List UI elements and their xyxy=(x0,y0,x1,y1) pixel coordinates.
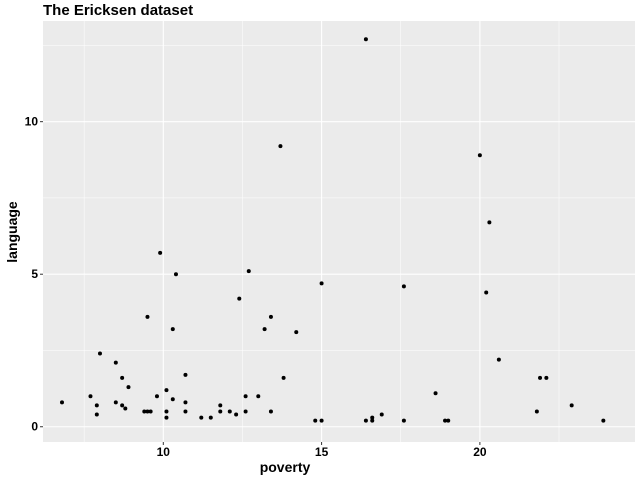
data-points xyxy=(59,37,606,423)
x-axis-ticks: 10 15 20 xyxy=(157,442,487,459)
x-tick-label: 15 xyxy=(315,445,329,459)
data-point xyxy=(487,220,492,225)
data-point xyxy=(227,409,232,414)
data-point xyxy=(183,372,188,377)
data-point xyxy=(443,418,448,423)
data-point xyxy=(243,394,248,399)
data-point xyxy=(173,272,178,277)
data-point xyxy=(145,314,150,319)
data-point xyxy=(199,415,204,420)
data-point xyxy=(268,409,273,414)
data-point xyxy=(534,409,539,414)
data-point xyxy=(120,403,125,408)
data-point xyxy=(88,394,93,399)
data-point xyxy=(477,153,482,158)
data-point xyxy=(170,397,175,402)
data-point xyxy=(281,375,286,380)
data-point xyxy=(246,269,251,274)
data-point xyxy=(94,412,99,417)
data-point xyxy=(97,351,102,356)
data-point xyxy=(319,281,324,286)
y-tick-label: 5 xyxy=(31,267,38,281)
chart-title: The Ericksen dataset xyxy=(43,2,193,19)
data-point xyxy=(433,391,438,396)
y-tick-label: 0 xyxy=(31,420,38,434)
data-point xyxy=(538,375,543,380)
minor-gridlines xyxy=(43,21,635,442)
data-point xyxy=(256,394,261,399)
data-point xyxy=(123,406,128,411)
data-point xyxy=(370,418,375,423)
data-point xyxy=(208,415,213,420)
data-point xyxy=(158,250,163,255)
data-point xyxy=(142,409,147,414)
data-point xyxy=(379,412,384,417)
data-point xyxy=(446,418,451,423)
data-point xyxy=(363,37,368,42)
y-tick-label: 10 xyxy=(25,115,39,129)
data-point xyxy=(363,418,368,423)
data-point xyxy=(401,284,406,289)
data-point xyxy=(183,409,188,414)
y-axis-title: language xyxy=(4,201,20,263)
x-tick-label: 10 xyxy=(157,445,171,459)
major-gridlines xyxy=(43,21,635,442)
data-point xyxy=(218,403,223,408)
data-point xyxy=(319,418,324,423)
data-point xyxy=(401,418,406,423)
y-axis-ticks: 0 5 10 xyxy=(25,115,43,434)
data-point xyxy=(268,314,273,319)
data-point xyxy=(294,330,299,335)
data-point xyxy=(170,327,175,332)
data-point xyxy=(218,409,223,414)
x-tick-label: 20 xyxy=(473,445,487,459)
data-point xyxy=(145,409,150,414)
data-point xyxy=(278,144,283,149)
data-point xyxy=(59,400,64,405)
data-point xyxy=(313,418,318,423)
data-point xyxy=(234,412,239,417)
data-point xyxy=(370,415,375,420)
data-point xyxy=(148,409,153,414)
data-point xyxy=(601,418,606,423)
data-point xyxy=(113,360,118,365)
data-point xyxy=(113,400,118,405)
data-point xyxy=(94,403,99,408)
data-point xyxy=(569,403,574,408)
data-point xyxy=(484,290,489,295)
data-point xyxy=(262,327,267,332)
data-point xyxy=(237,296,242,301)
plot-panel xyxy=(43,21,635,442)
data-point xyxy=(164,409,169,414)
x-axis-title: poverty xyxy=(260,459,311,475)
data-point xyxy=(544,375,549,380)
data-point xyxy=(164,388,169,393)
data-point xyxy=(243,409,248,414)
data-point xyxy=(183,400,188,405)
data-point xyxy=(120,375,125,380)
data-point xyxy=(154,394,159,399)
data-point xyxy=(164,415,169,420)
data-point xyxy=(126,385,131,390)
data-point xyxy=(496,357,501,362)
